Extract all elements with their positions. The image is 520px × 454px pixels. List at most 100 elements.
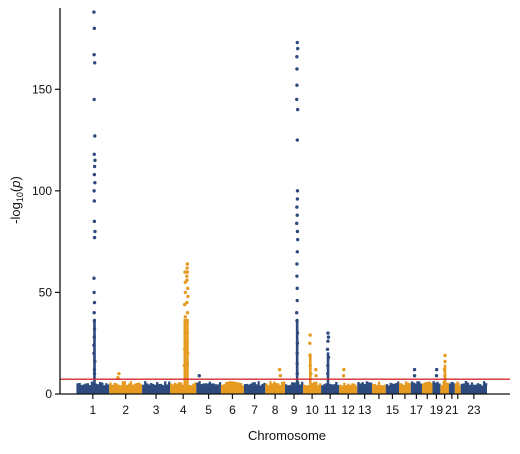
snp-point-chr-9 <box>295 362 298 365</box>
snp-point-chr-1 <box>93 134 96 137</box>
chromosome-texture-2 <box>136 383 138 385</box>
chromosome-texture-20 <box>447 383 449 386</box>
chromosome-band-6 <box>221 385 244 394</box>
x-tick-label: 8 <box>272 403 279 417</box>
snp-point-chr-9 <box>295 319 298 322</box>
chromosome-texture-5 <box>217 384 219 385</box>
chromosome-texture-16 <box>399 383 401 385</box>
chromosome-texture-2 <box>138 382 140 385</box>
y-axis-label-prefix: -log <box>8 202 23 224</box>
chromosome-band-9 <box>285 385 303 394</box>
chromosome-texture-11 <box>331 384 333 385</box>
snp-point-chr-4 <box>183 364 186 367</box>
snp-point-chr-9 <box>296 41 299 44</box>
snp-point-chr-11 <box>326 331 329 334</box>
snp-point-chr-11 <box>326 364 329 367</box>
chromosome-texture-5 <box>200 384 202 385</box>
snp-point-chr-1 <box>92 98 95 101</box>
chromosome-texture-11 <box>329 384 331 386</box>
snp-point-chr-9 <box>296 372 299 375</box>
chromosome-texture-6 <box>229 381 231 385</box>
peak-points-layer <box>92 10 447 386</box>
chromosome-texture-15 <box>390 383 392 386</box>
chromosome-texture-5 <box>213 384 215 386</box>
chromosome-texture-13 <box>364 384 366 386</box>
chromosome-band-2 <box>109 385 142 394</box>
chromosome-texture-3 <box>164 381 166 385</box>
chromosome-texture-6 <box>238 383 240 386</box>
snp-point-chr-1 <box>93 372 96 375</box>
snp-point-chr-1 <box>93 199 96 202</box>
chromosome-band-21 <box>449 385 455 394</box>
baseline-band-layer <box>76 381 487 394</box>
snp-point-chr-9 <box>296 331 299 334</box>
snp-point-chr-9 <box>296 47 299 50</box>
chromosome-texture-9 <box>289 385 291 386</box>
chromosome-texture-1 <box>87 383 89 385</box>
snp-point-chr-9 <box>295 84 298 87</box>
snp-point-chr-9 <box>296 250 299 253</box>
chromosome-texture-18 <box>430 383 432 385</box>
chromosome-texture-23 <box>485 383 487 385</box>
chromosome-texture-15 <box>397 381 399 385</box>
chromosome-texture-14 <box>374 384 376 386</box>
snp-point-chr-1 <box>92 344 95 347</box>
chromosome-band-3 <box>142 385 170 394</box>
chromosome-texture-7 <box>250 384 252 386</box>
chromosome-texture-11 <box>337 385 339 386</box>
chromosome-band-7 <box>244 385 265 394</box>
chromosome-band-13 <box>357 385 372 394</box>
chromosome-texture-18 <box>426 382 428 386</box>
snp-point-chr-9 <box>295 55 298 58</box>
chromosome-texture-13 <box>359 383 361 385</box>
snp-point-chr-1 <box>93 61 96 64</box>
x-tick-label: 23 <box>467 403 481 417</box>
chromosome-texture-5 <box>196 383 198 386</box>
x-tick-label: 2 <box>122 403 129 417</box>
snp-point-chr-2 <box>117 372 120 375</box>
chromosome-texture-15 <box>395 383 397 385</box>
snp-point-chr-9 <box>295 262 298 265</box>
snp-point-chr-5 <box>198 374 201 377</box>
snp-point-chr-4 <box>186 311 189 314</box>
chromosome-texture-3 <box>146 383 148 385</box>
chromosome-band-15 <box>386 385 399 394</box>
chromosome-texture-23 <box>473 385 475 386</box>
chromosome-band-8 <box>265 385 285 394</box>
x-tick-label: 7 <box>251 403 258 417</box>
x-tick-label: 9 <box>291 403 298 417</box>
snp-point-chr-9 <box>296 214 299 217</box>
chromosome-texture-8 <box>269 381 271 385</box>
chromosome-texture-15 <box>393 384 395 386</box>
y-tick-label: 100 <box>32 184 52 198</box>
snp-point-chr-1 <box>93 327 96 330</box>
chromosome-texture-3 <box>168 382 170 386</box>
snp-point-chr-1 <box>93 27 96 30</box>
snp-point-chr-12 <box>342 368 345 371</box>
chromosome-texture-2 <box>126 385 128 386</box>
snp-point-chr-11 <box>327 335 330 338</box>
chromosome-texture-3 <box>142 385 144 386</box>
chromosome-texture-5 <box>215 384 217 385</box>
chromosome-texture-6 <box>221 385 223 386</box>
chromosome-texture-10 <box>313 382 315 386</box>
chromosome-texture-10 <box>303 385 305 386</box>
snp-point-chr-1 <box>93 301 96 304</box>
snp-point-chr-19 <box>435 374 438 377</box>
snp-point-chr-1 <box>92 53 95 56</box>
snp-point-chr-1 <box>93 153 96 156</box>
snp-point-chr-9 <box>296 230 299 233</box>
chromosome-texture-5 <box>209 382 211 386</box>
snp-point-chr-19 <box>435 368 438 371</box>
snp-point-chr-9 <box>296 197 299 200</box>
chromosome-texture-3 <box>154 385 156 386</box>
snp-point-chr-4 <box>184 315 187 318</box>
snp-point-chr-10 <box>314 368 317 371</box>
snp-point-chr-1 <box>92 277 95 280</box>
snp-point-chr-9 <box>296 287 299 290</box>
x-tick-label: 1 <box>90 403 97 417</box>
chromosome-texture-5 <box>205 383 207 385</box>
